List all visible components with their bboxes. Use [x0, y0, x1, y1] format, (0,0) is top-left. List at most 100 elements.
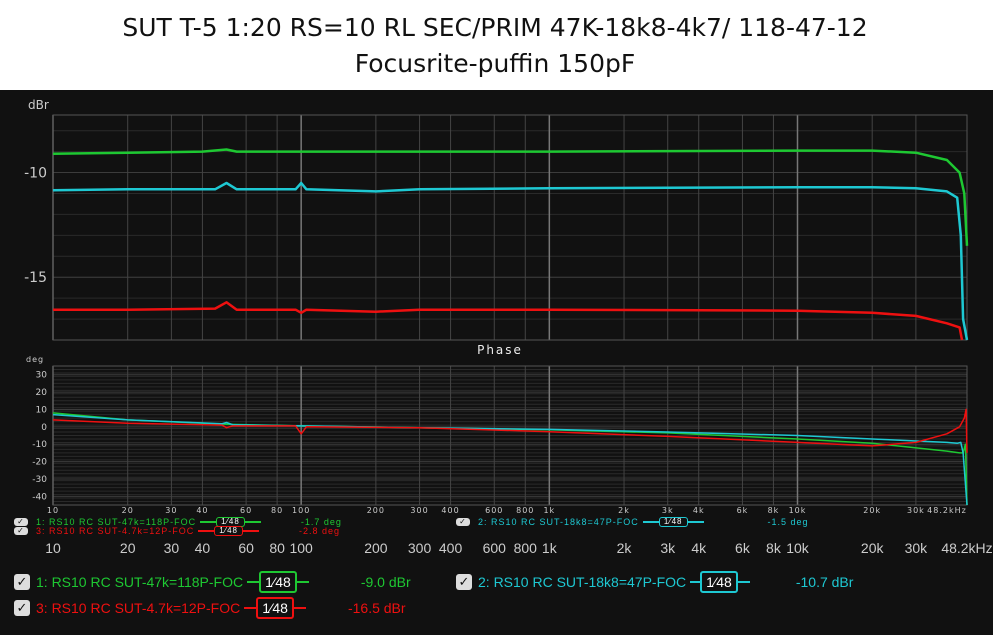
- legend-series-1[interactable]: ✓ 1: RS10 RC SUT-47k=118P-FOC 1⁄48 -9.0 …: [14, 571, 411, 593]
- plot-title: Phase: [477, 343, 523, 357]
- x-tick-label-small: 6k: [737, 506, 749, 515]
- x-tick-label: 30k: [905, 540, 929, 556]
- x-tick-label: 800: [514, 540, 538, 556]
- plot-panel: [0, 90, 993, 635]
- smoothing-control[interactable]: 1⁄48: [198, 526, 259, 536]
- x-tick-label-small: 20k: [863, 506, 881, 515]
- x-tick-label-small: 600: [485, 506, 503, 515]
- x-tick-label: 10k: [786, 540, 810, 556]
- x-tick-label: 20: [120, 540, 136, 556]
- y-tick-label: -10: [32, 440, 47, 450]
- smoothing-box[interactable]: 1⁄48: [658, 517, 688, 527]
- x-tick-label-small: 60: [240, 506, 252, 515]
- x-tick-label: 100: [289, 540, 313, 556]
- chart-title: SUT T-5 1:20 RS=10 RL SEC/PRIM 47K-18k8-…: [0, 10, 990, 82]
- legend-readout: -16.5 dBr: [347, 600, 406, 616]
- x-tick-label: 8k: [766, 540, 782, 556]
- title-line-2: Focusrite-puffin 150pF: [354, 49, 636, 78]
- legend-readout: -1.5 deg: [767, 517, 809, 527]
- x-tick-label-small: 300: [410, 506, 428, 515]
- legend-label: 3: RS10 RC SUT-4.7k=12P-FOC: [36, 600, 241, 616]
- legend-label: 3: RS10 RC SUT-4.7k=12P-FOC: [36, 526, 195, 536]
- x-tick-label-small: 1k: [543, 506, 555, 515]
- y-tick-label: -30: [32, 475, 47, 485]
- legend-series-3[interactable]: ✓ 3: RS10 RC SUT-4.7k=12P-FOC 1⁄48 -16.5…: [14, 597, 406, 619]
- x-tick-label-small: 30k: [907, 506, 925, 515]
- smoothing-control[interactable]: 1⁄48: [690, 571, 750, 593]
- smoothing-control[interactable]: 1⁄48: [244, 597, 306, 619]
- x-tick-label-small: 4k: [693, 506, 705, 515]
- x-tick-label-small: 2k: [618, 506, 630, 515]
- smoothing-box[interactable]: 1⁄48: [700, 571, 738, 593]
- phase-legend-series-3[interactable]: ✓ 3: RS10 RC SUT-4.7k=12P-FOC 1⁄48 -2.8 …: [14, 526, 340, 536]
- smoothing-box[interactable]: 1⁄48: [256, 597, 294, 619]
- x-tick-label: 3k: [660, 540, 676, 556]
- x-tick-label-small: 8k: [768, 506, 780, 515]
- legend-label: 1: RS10 RC SUT-47k=118P-FOC: [36, 574, 244, 590]
- checkbox-series-1[interactable]: ✓: [14, 574, 30, 590]
- y-tick-label: -10: [24, 166, 47, 182]
- checkbox-series-2-phase[interactable]: ✓: [456, 518, 470, 526]
- x-tick-label: 30: [164, 540, 180, 556]
- smoothing-control[interactable]: 1⁄48: [247, 571, 309, 593]
- x-tick-label: 600: [483, 540, 507, 556]
- x-tick-label-small: 48.2kHz: [927, 506, 967, 515]
- y-tick-label: 20: [36, 388, 48, 398]
- x-tick-label: 200: [364, 540, 388, 556]
- x-tick-label: 60: [238, 540, 254, 556]
- checkbox-series-2[interactable]: ✓: [456, 574, 472, 590]
- x-tick-label-small: 30: [165, 506, 177, 515]
- x-tick-label-small: 80: [271, 506, 283, 515]
- series-line-2: [52, 181, 969, 341]
- y-tick-label: -40: [32, 492, 47, 502]
- y-tick-label: 30: [36, 371, 48, 381]
- y-tick-label: 0: [41, 423, 47, 433]
- y-axis-label: deg: [26, 355, 44, 364]
- x-tick-label-small: 40: [196, 506, 208, 515]
- x-tick-label: 300: [408, 540, 432, 556]
- series-line-2: [52, 413, 968, 506]
- x-tick-label: 10: [45, 540, 61, 556]
- y-axis-label: dBr: [28, 98, 49, 112]
- x-tick-label: 48.2kHz: [941, 540, 992, 556]
- x-tick-label-small: 10: [47, 506, 59, 515]
- x-tick-label: 40: [195, 540, 211, 556]
- series-line-1: [52, 148, 969, 246]
- checkbox-series-3-phase[interactable]: ✓: [14, 527, 28, 535]
- x-tick-label-small: 400: [441, 506, 459, 515]
- x-tick-label-small: 100: [292, 506, 310, 515]
- legend-series-2[interactable]: ✓ 2: RS10 RC SUT-18k8=47P-FOC 1⁄48 -10.7…: [456, 571, 853, 593]
- x-tick-label: 400: [439, 540, 463, 556]
- x-tick-label: 80: [269, 540, 285, 556]
- smoothing-box[interactable]: 1⁄48: [214, 526, 243, 536]
- x-tick-label: 4k: [691, 540, 707, 556]
- checkbox-series-1-phase[interactable]: ✓: [14, 518, 28, 526]
- x-tick-label: 20k: [861, 540, 885, 556]
- smoothing-box[interactable]: 1⁄48: [259, 571, 297, 593]
- x-tick-label-small: 800: [516, 506, 534, 515]
- legend-readout: -9.0 dBr: [360, 574, 411, 590]
- x-tick-label: 1k: [542, 540, 558, 556]
- legend-label: 2: RS10 RC SUT-18k8=47P-FOC: [478, 574, 687, 590]
- legend-readout: -2.8 deg: [298, 526, 341, 536]
- series-line-3: [52, 408, 968, 453]
- phase-legend-series-2[interactable]: ✓ 2: RS10 RC SUT-18k8=47P-FOC 1⁄48 -1.5 …: [456, 517, 809, 527]
- plot-frame: [52, 114, 968, 341]
- legend-readout: -10.7 dBr: [795, 574, 854, 590]
- checkbox-series-3[interactable]: ✓: [14, 600, 30, 616]
- x-tick-label-small: 3k: [662, 506, 674, 515]
- x-tick-label: 2k: [617, 540, 633, 556]
- x-tick-label-small: 200: [367, 506, 385, 515]
- y-tick-label: -20: [32, 458, 47, 468]
- y-tick-label: -15: [24, 270, 47, 286]
- y-tick-label: 10: [36, 405, 48, 415]
- legend-label: 1: RS10 RC SUT-47k=118P-FOC: [36, 517, 197, 527]
- series-line-3: [53, 301, 964, 341]
- smoothing-control[interactable]: 1⁄48: [642, 517, 704, 527]
- x-tick-label-small: 10k: [789, 506, 807, 515]
- x-tick-label-small: 20: [122, 506, 134, 515]
- title-line-1: SUT T-5 1:20 RS=10 RL SEC/PRIM 47K-18k8-…: [122, 13, 868, 42]
- legend-readout: -1.7 deg: [300, 517, 342, 527]
- legend-label: 2: RS10 RC SUT-18k8=47P-FOC: [478, 517, 639, 527]
